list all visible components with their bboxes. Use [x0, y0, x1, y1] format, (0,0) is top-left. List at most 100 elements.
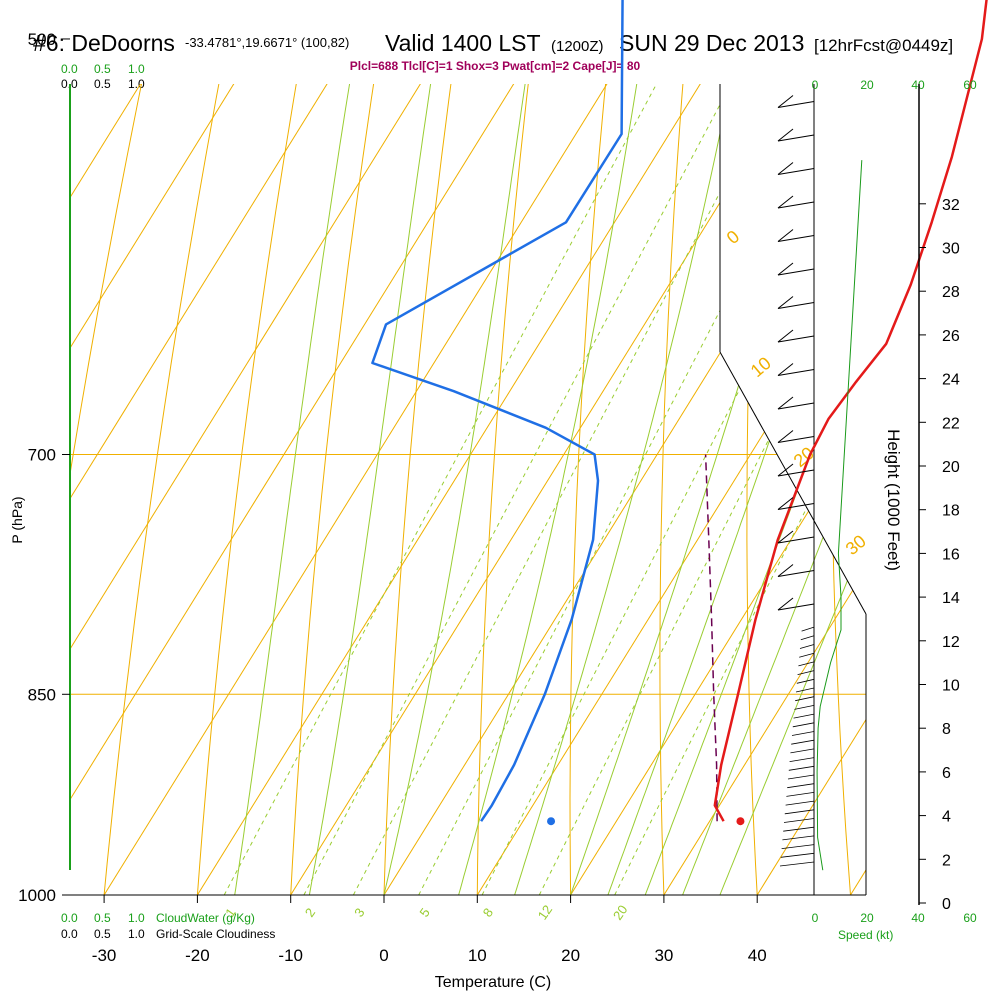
wind-barb-upper — [777, 335, 815, 343]
dry-adiabat-label: 30 — [842, 531, 870, 559]
temperature-axis: -30 -20 -10 0 10 20 30 40 — [92, 895, 767, 965]
sounding-indices: Plcl=688 Tlcl[C]=1 Shox=3 Pwat[cm]=2 Cap… — [350, 59, 641, 73]
pressure-tick-label: 1000 — [18, 886, 56, 905]
speed-top-0: 0 — [812, 78, 819, 92]
wind-barb-flag — [777, 329, 794, 343]
wind-barb-flag — [777, 564, 794, 577]
wind-barb-upper — [777, 402, 815, 410]
dry-adiabat — [383, 84, 613, 895]
height-tick-label: 24 — [942, 372, 960, 389]
mixing-ratio-label: 3 — [351, 905, 367, 920]
isotherm — [850, 84, 866, 895]
surface-temperature-dot — [736, 817, 745, 826]
height-tick-label: 14 — [942, 590, 960, 607]
speed-bottom-40: 40 — [911, 911, 925, 925]
wind-barb — [795, 687, 815, 693]
temperature-line — [713, 0, 988, 822]
mixing-ratio-label: 8 — [480, 905, 496, 920]
mixing-ratio-label: 5 — [416, 905, 432, 920]
dry-adiabat — [830, 84, 866, 895]
moist-adiabat — [234, 84, 533, 895]
height-tick-label: 30 — [942, 241, 960, 258]
moist-adiabat — [570, 84, 866, 895]
dry-adiabat — [290, 84, 550, 895]
pressure-tick-label: 700 — [28, 446, 56, 465]
wind-barb — [798, 661, 815, 667]
bottom-black-0: 0.0 — [61, 927, 78, 941]
thermo-grid — [70, 0, 1000, 895]
top-green-2: 1.0 — [128, 62, 145, 76]
bottom-green-1: 0.5 — [94, 911, 111, 925]
height-tick-label: 16 — [942, 546, 960, 563]
mixing-ratio-line — [303, 84, 866, 895]
wind-barb — [783, 818, 815, 823]
wind-speed-scale: 0 20 40 60 0 20 40 60 Speed (kt) — [812, 78, 977, 942]
bottom-left-scales: 0.0 0.5 1.0 CloudWater (g/Kg) 0.0 0.5 1.… — [61, 911, 275, 941]
bottom-green-2: 1.0 — [128, 911, 145, 925]
temp-tick-label: -10 — [278, 946, 303, 965]
cloudiness-label: Grid-Scale Cloudiness — [156, 927, 275, 941]
wind-barb — [779, 861, 815, 867]
isotherm — [70, 84, 513, 895]
bottom-black-2: 1.0 — [128, 927, 145, 941]
speed-bottom-60: 60 — [963, 911, 977, 925]
isotherm — [70, 84, 866, 895]
dry-adiabat-label: 10 — [747, 353, 775, 381]
wind-barb-upper — [777, 168, 815, 175]
isotherm — [70, 84, 793, 895]
speed-top-60: 60 — [963, 78, 977, 92]
dry-adiabat — [659, 84, 801, 895]
height-tick-label: 26 — [942, 328, 960, 345]
isotherm — [944, 0, 1000, 895]
mixing-ratio-label: 12 — [535, 902, 556, 922]
valid-time: Valid 1400 LST — [385, 30, 541, 56]
wind-barb-upper — [777, 268, 815, 276]
wind-barb-upper — [777, 603, 815, 611]
temp-tick-label: 40 — [748, 946, 767, 965]
top-black-2: 1.0 — [128, 77, 145, 91]
speed-top-40: 40 — [911, 78, 925, 92]
wind-barb — [792, 722, 815, 728]
wind-barb — [794, 705, 815, 710]
wind-barb-upper — [777, 302, 815, 309]
mixing-ratio-line — [223, 84, 830, 895]
wind-barb — [786, 792, 815, 797]
wind-barb-flag — [777, 430, 794, 443]
speed-top-20: 20 — [860, 78, 874, 92]
mixing-ratio-line — [352, 84, 866, 895]
wind-column — [777, 95, 863, 871]
height-tick-label: 2 — [942, 852, 951, 869]
height-tick-label: 32 — [942, 197, 960, 214]
wind-barb-flag — [777, 296, 794, 309]
cloudwater-label: CloudWater (g/Kg) — [156, 911, 255, 925]
forecast-date: SUN 29 Dec 2013 — [619, 30, 804, 56]
wind-barb — [790, 748, 815, 754]
wind-barb-upper — [777, 536, 815, 544]
height-tick-label: 4 — [942, 809, 951, 826]
wind-barb — [791, 739, 815, 745]
wind-barb — [801, 626, 815, 632]
speed-bottom-0: 0 — [812, 911, 819, 925]
wind-barb-flag — [777, 597, 794, 611]
pressure-axis-title: P (hPa) — [9, 496, 25, 543]
temp-tick-label: 30 — [654, 946, 673, 965]
height-tick-label: 10 — [942, 678, 960, 695]
wind-barb — [791, 731, 815, 736]
mixing-ratio-label: 2 — [302, 905, 318, 920]
temp-tick-label: -20 — [185, 946, 210, 965]
wind-barb-flag — [777, 396, 794, 410]
isotherm — [476, 84, 866, 895]
wind-barb-upper — [777, 436, 815, 443]
parcel-path-line — [704, 454, 718, 822]
wind-barb-flag — [777, 530, 794, 544]
temp-tick-label: 10 — [468, 946, 487, 965]
utc-time: (1200Z) — [551, 38, 604, 55]
wind-barb-flag — [777, 463, 794, 477]
height-tick-label: 8 — [942, 721, 951, 738]
wind-barb-upper — [777, 469, 815, 477]
wind-barb — [789, 757, 815, 762]
moist-adiabat — [682, 84, 866, 895]
height-tick-label: 0 — [942, 896, 951, 913]
isotherm — [70, 84, 866, 895]
